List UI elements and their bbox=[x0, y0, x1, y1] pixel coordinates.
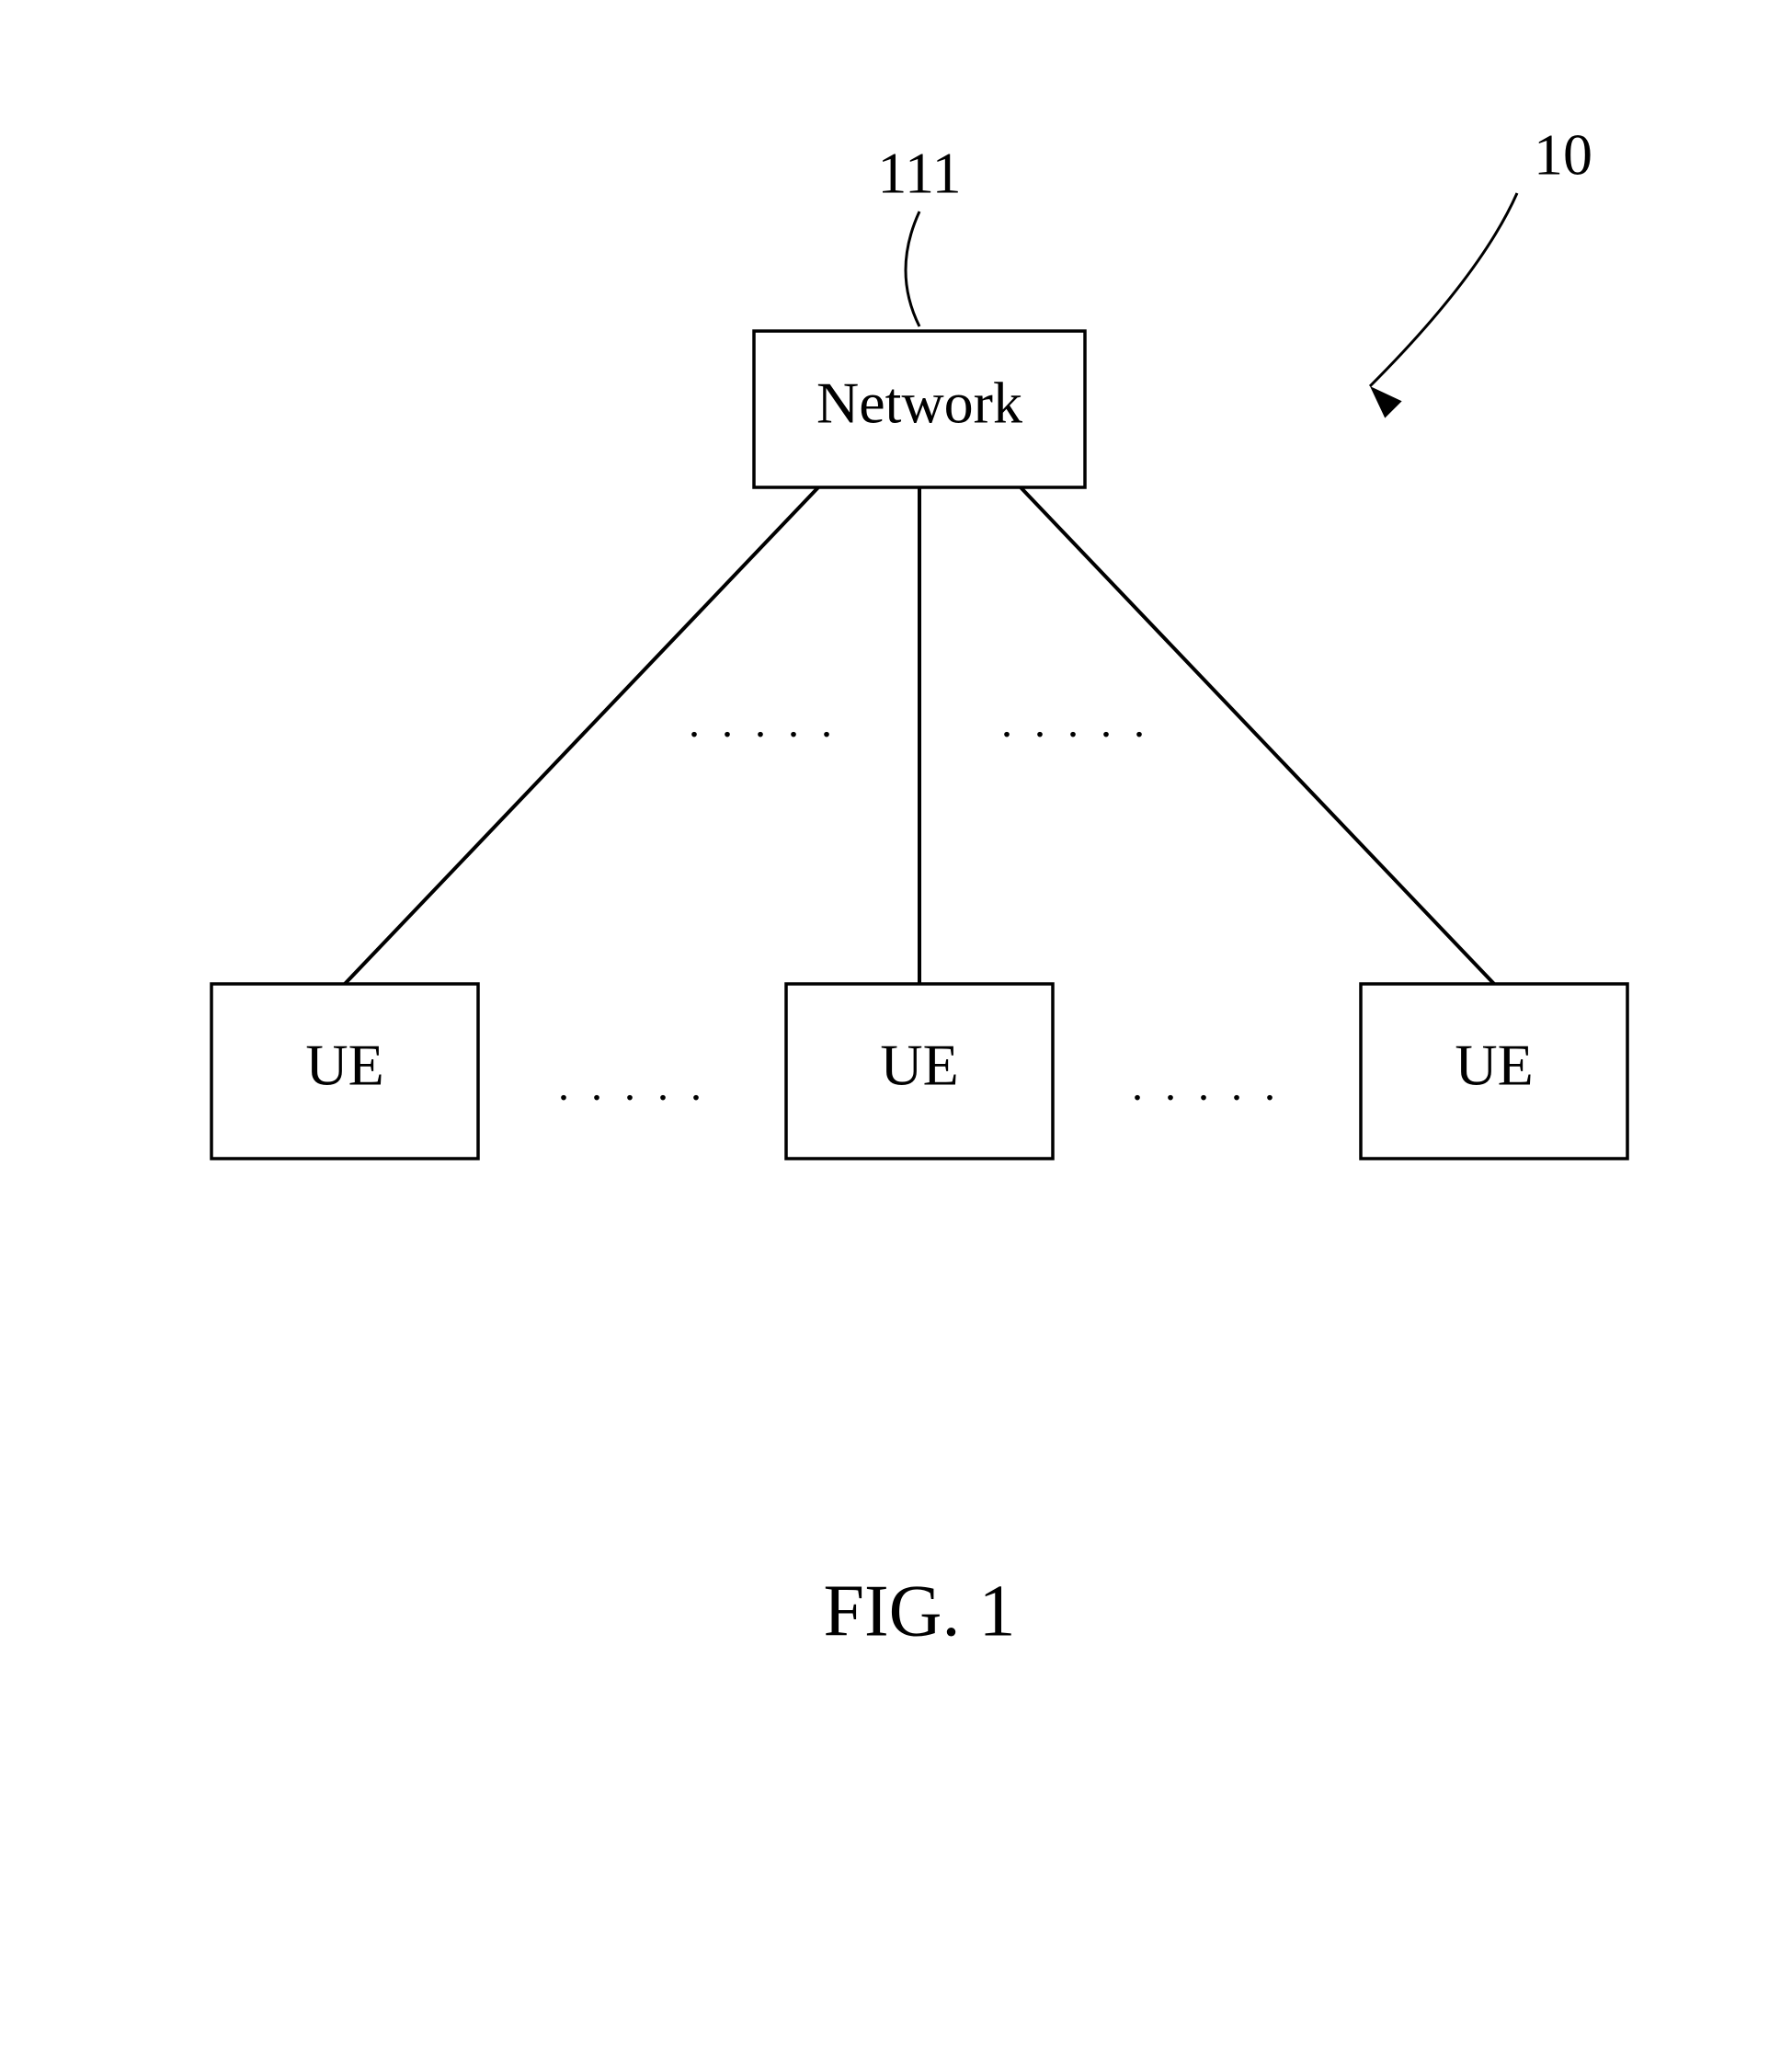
figure-caption: FIG. 1 bbox=[824, 1571, 1016, 1651]
ue_right-label: UE bbox=[1455, 1033, 1533, 1098]
upper-dots-1: . . . . . bbox=[1001, 698, 1150, 747]
ue_center-label: UE bbox=[880, 1033, 958, 1098]
ref-10-leader bbox=[1370, 193, 1517, 386]
ref-10-label: 10 bbox=[1534, 122, 1592, 188]
upper-dots-0: . . . . . bbox=[689, 698, 838, 747]
lower-dots-1: . . . . . bbox=[1132, 1061, 1281, 1110]
ue_left-label: UE bbox=[305, 1033, 383, 1098]
ref-10-arrowhead bbox=[1370, 386, 1402, 418]
network-label: Network bbox=[816, 371, 1022, 436]
ref-111-leader bbox=[906, 211, 919, 326]
ref-111-label: 111 bbox=[877, 141, 961, 206]
lower-dots-0: . . . . . bbox=[558, 1061, 707, 1110]
